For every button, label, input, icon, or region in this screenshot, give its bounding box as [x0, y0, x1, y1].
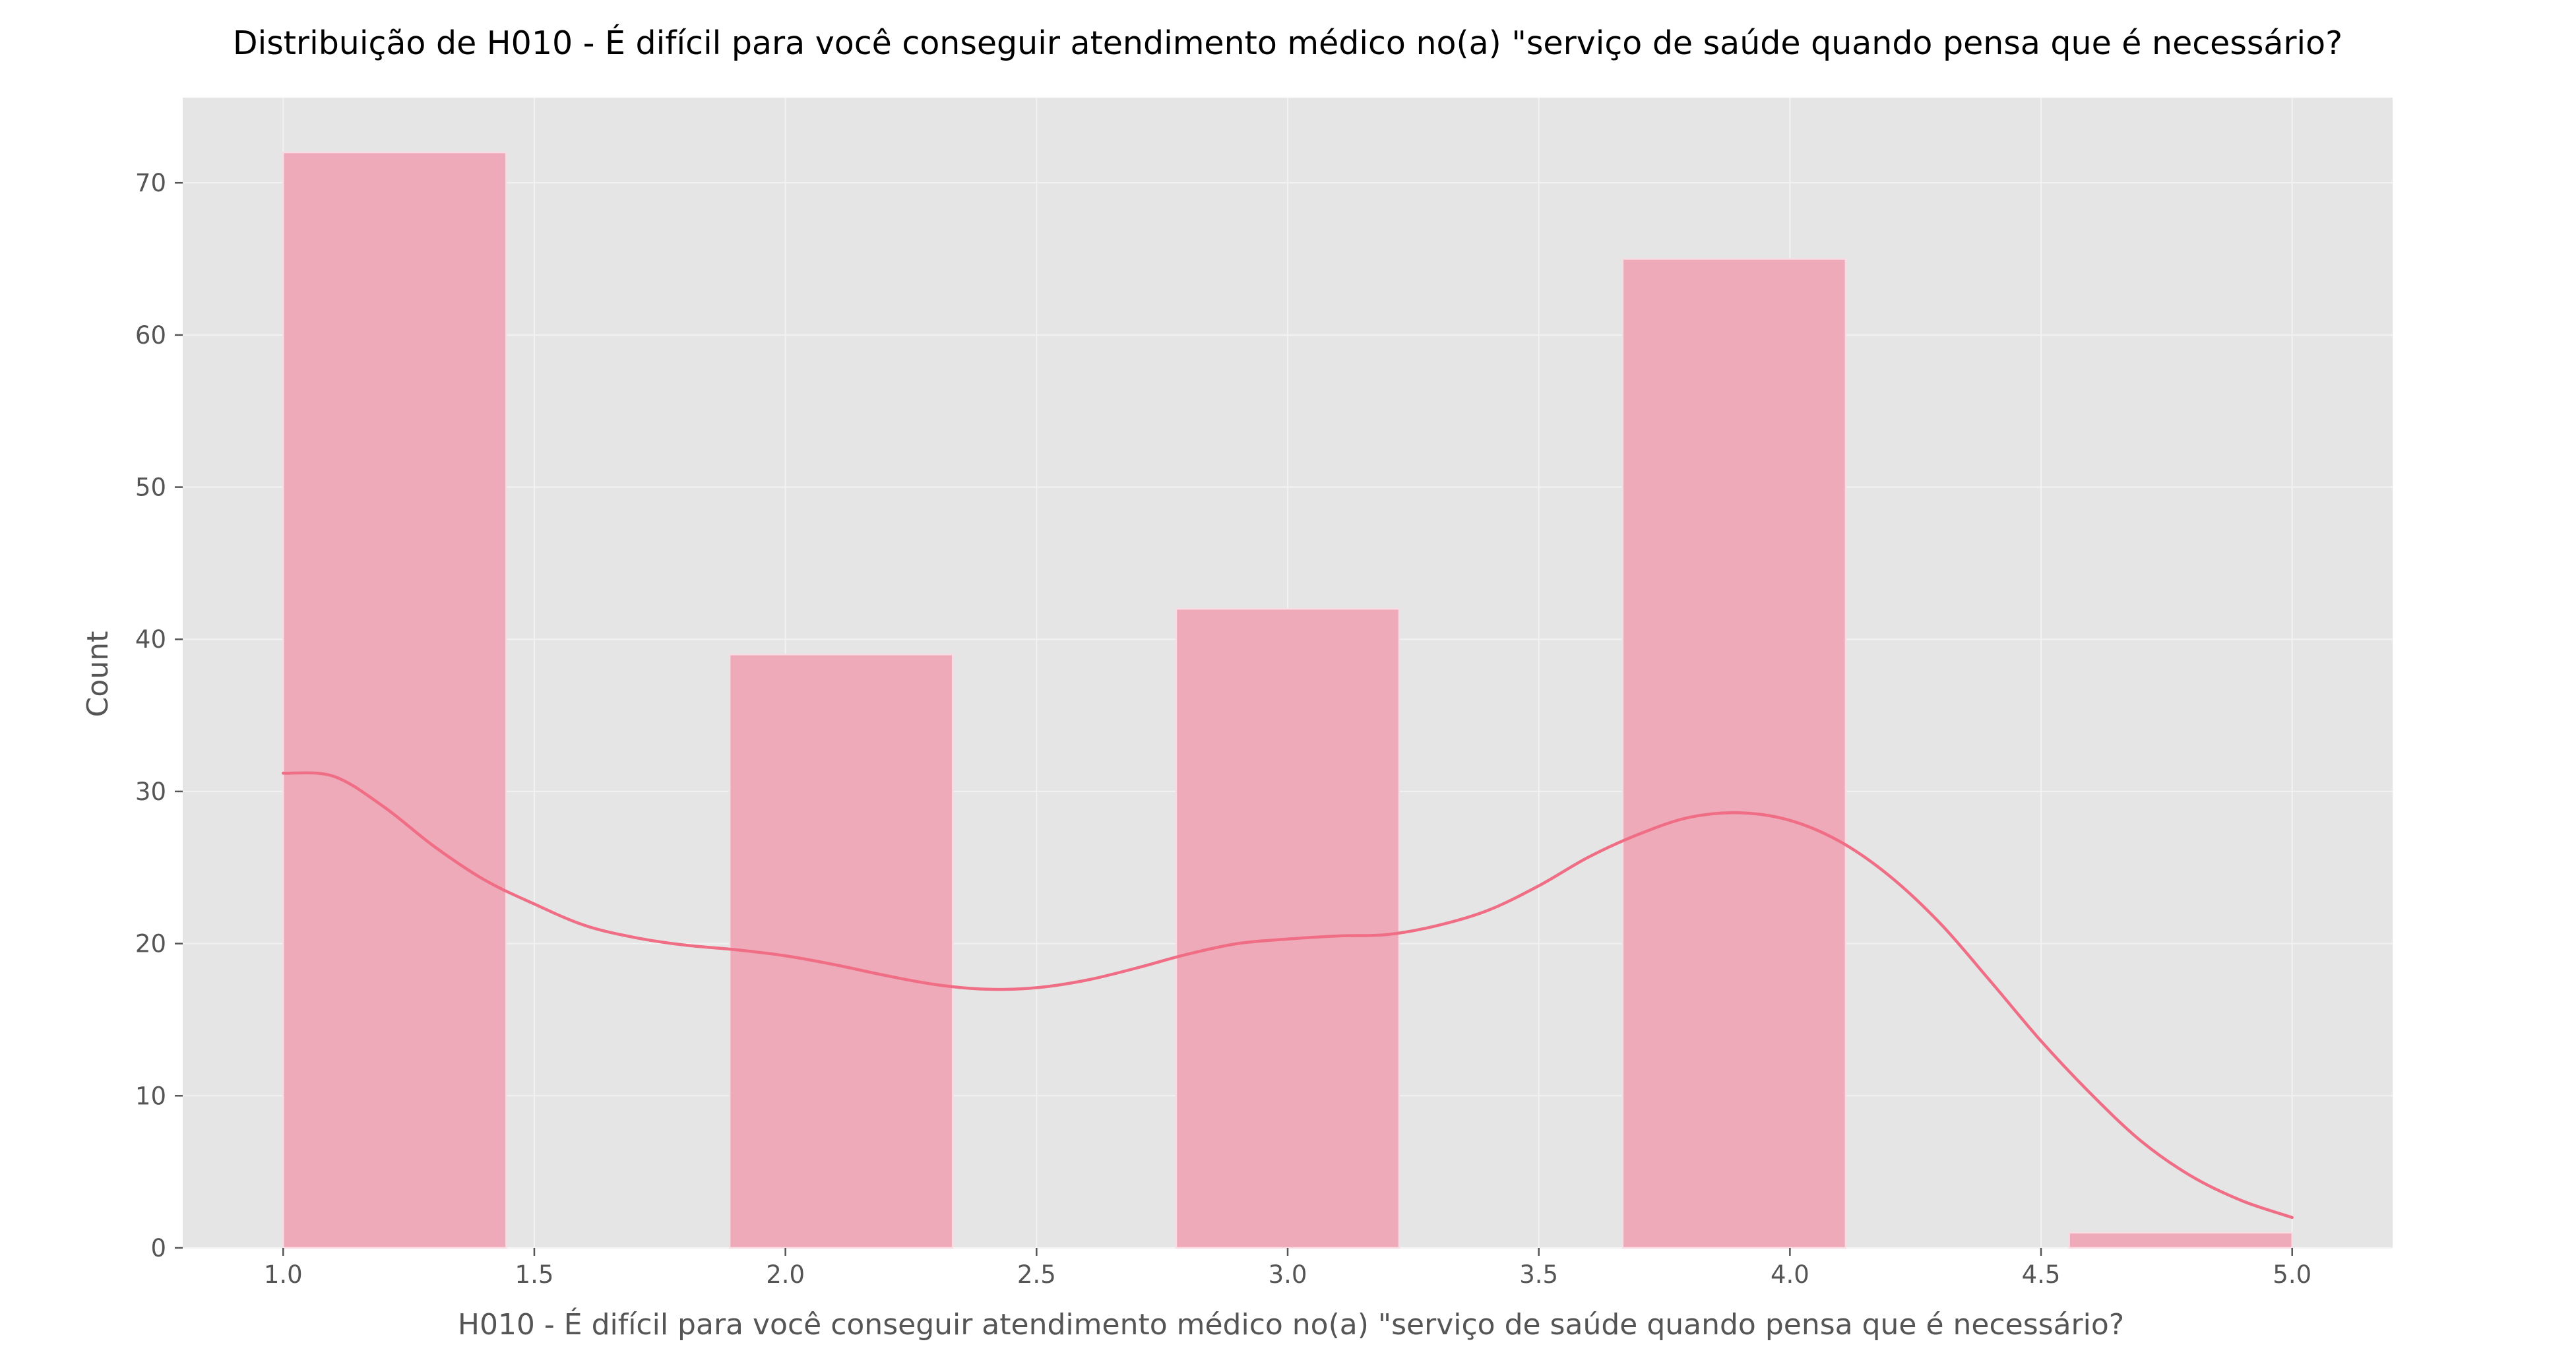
- y-tick-label: 0: [150, 1234, 166, 1262]
- histogram-bar: [728, 654, 954, 1249]
- y-tick-label: 70: [135, 169, 166, 197]
- x-tick-label: 2.5: [1017, 1260, 1056, 1289]
- y-tick-label: 30: [135, 778, 166, 806]
- y-tick-label: 10: [135, 1082, 166, 1110]
- y-axis-label: Count: [81, 631, 115, 718]
- chart-title: Distribuição de H010 - É difícil para vo…: [233, 23, 2342, 62]
- histogram-bar: [1621, 258, 1847, 1249]
- x-tick-label: 2.0: [766, 1260, 805, 1289]
- y-axis-ticks: 0 10 20 30 40 50 60 70: [135, 169, 183, 1262]
- y-tick-label: 20: [135, 930, 166, 958]
- x-tick-label: 4.5: [2022, 1260, 2061, 1289]
- histogram-bar: [1175, 607, 1400, 1249]
- y-tick-label: 60: [135, 321, 166, 350]
- x-tick-label: 3.5: [1519, 1260, 1558, 1289]
- x-axis-label: H010 - É difícil para você conseguir ate…: [458, 1307, 2124, 1342]
- histogram-bar: [2068, 1231, 2293, 1249]
- x-tick-label: 3.0: [1269, 1260, 1307, 1289]
- histogram-bars: [282, 151, 2293, 1249]
- x-axis-ticks: 1.0 1.5 2.0 2.5 3.0 3.5 4.0 4.5 5.0: [264, 1248, 2311, 1289]
- histogram-bar: [282, 151, 507, 1249]
- x-tick-label: 4.0: [1771, 1260, 1809, 1289]
- kde-curve: [282, 771, 2294, 1220]
- y-tick-label: 40: [135, 625, 166, 654]
- kde-curve-layer: [282, 771, 2294, 1220]
- x-tick-label: 1.5: [515, 1260, 554, 1289]
- x-tick-label: 1.0: [264, 1260, 303, 1289]
- y-tick-label: 50: [135, 474, 166, 502]
- x-tick-label: 5.0: [2273, 1260, 2311, 1289]
